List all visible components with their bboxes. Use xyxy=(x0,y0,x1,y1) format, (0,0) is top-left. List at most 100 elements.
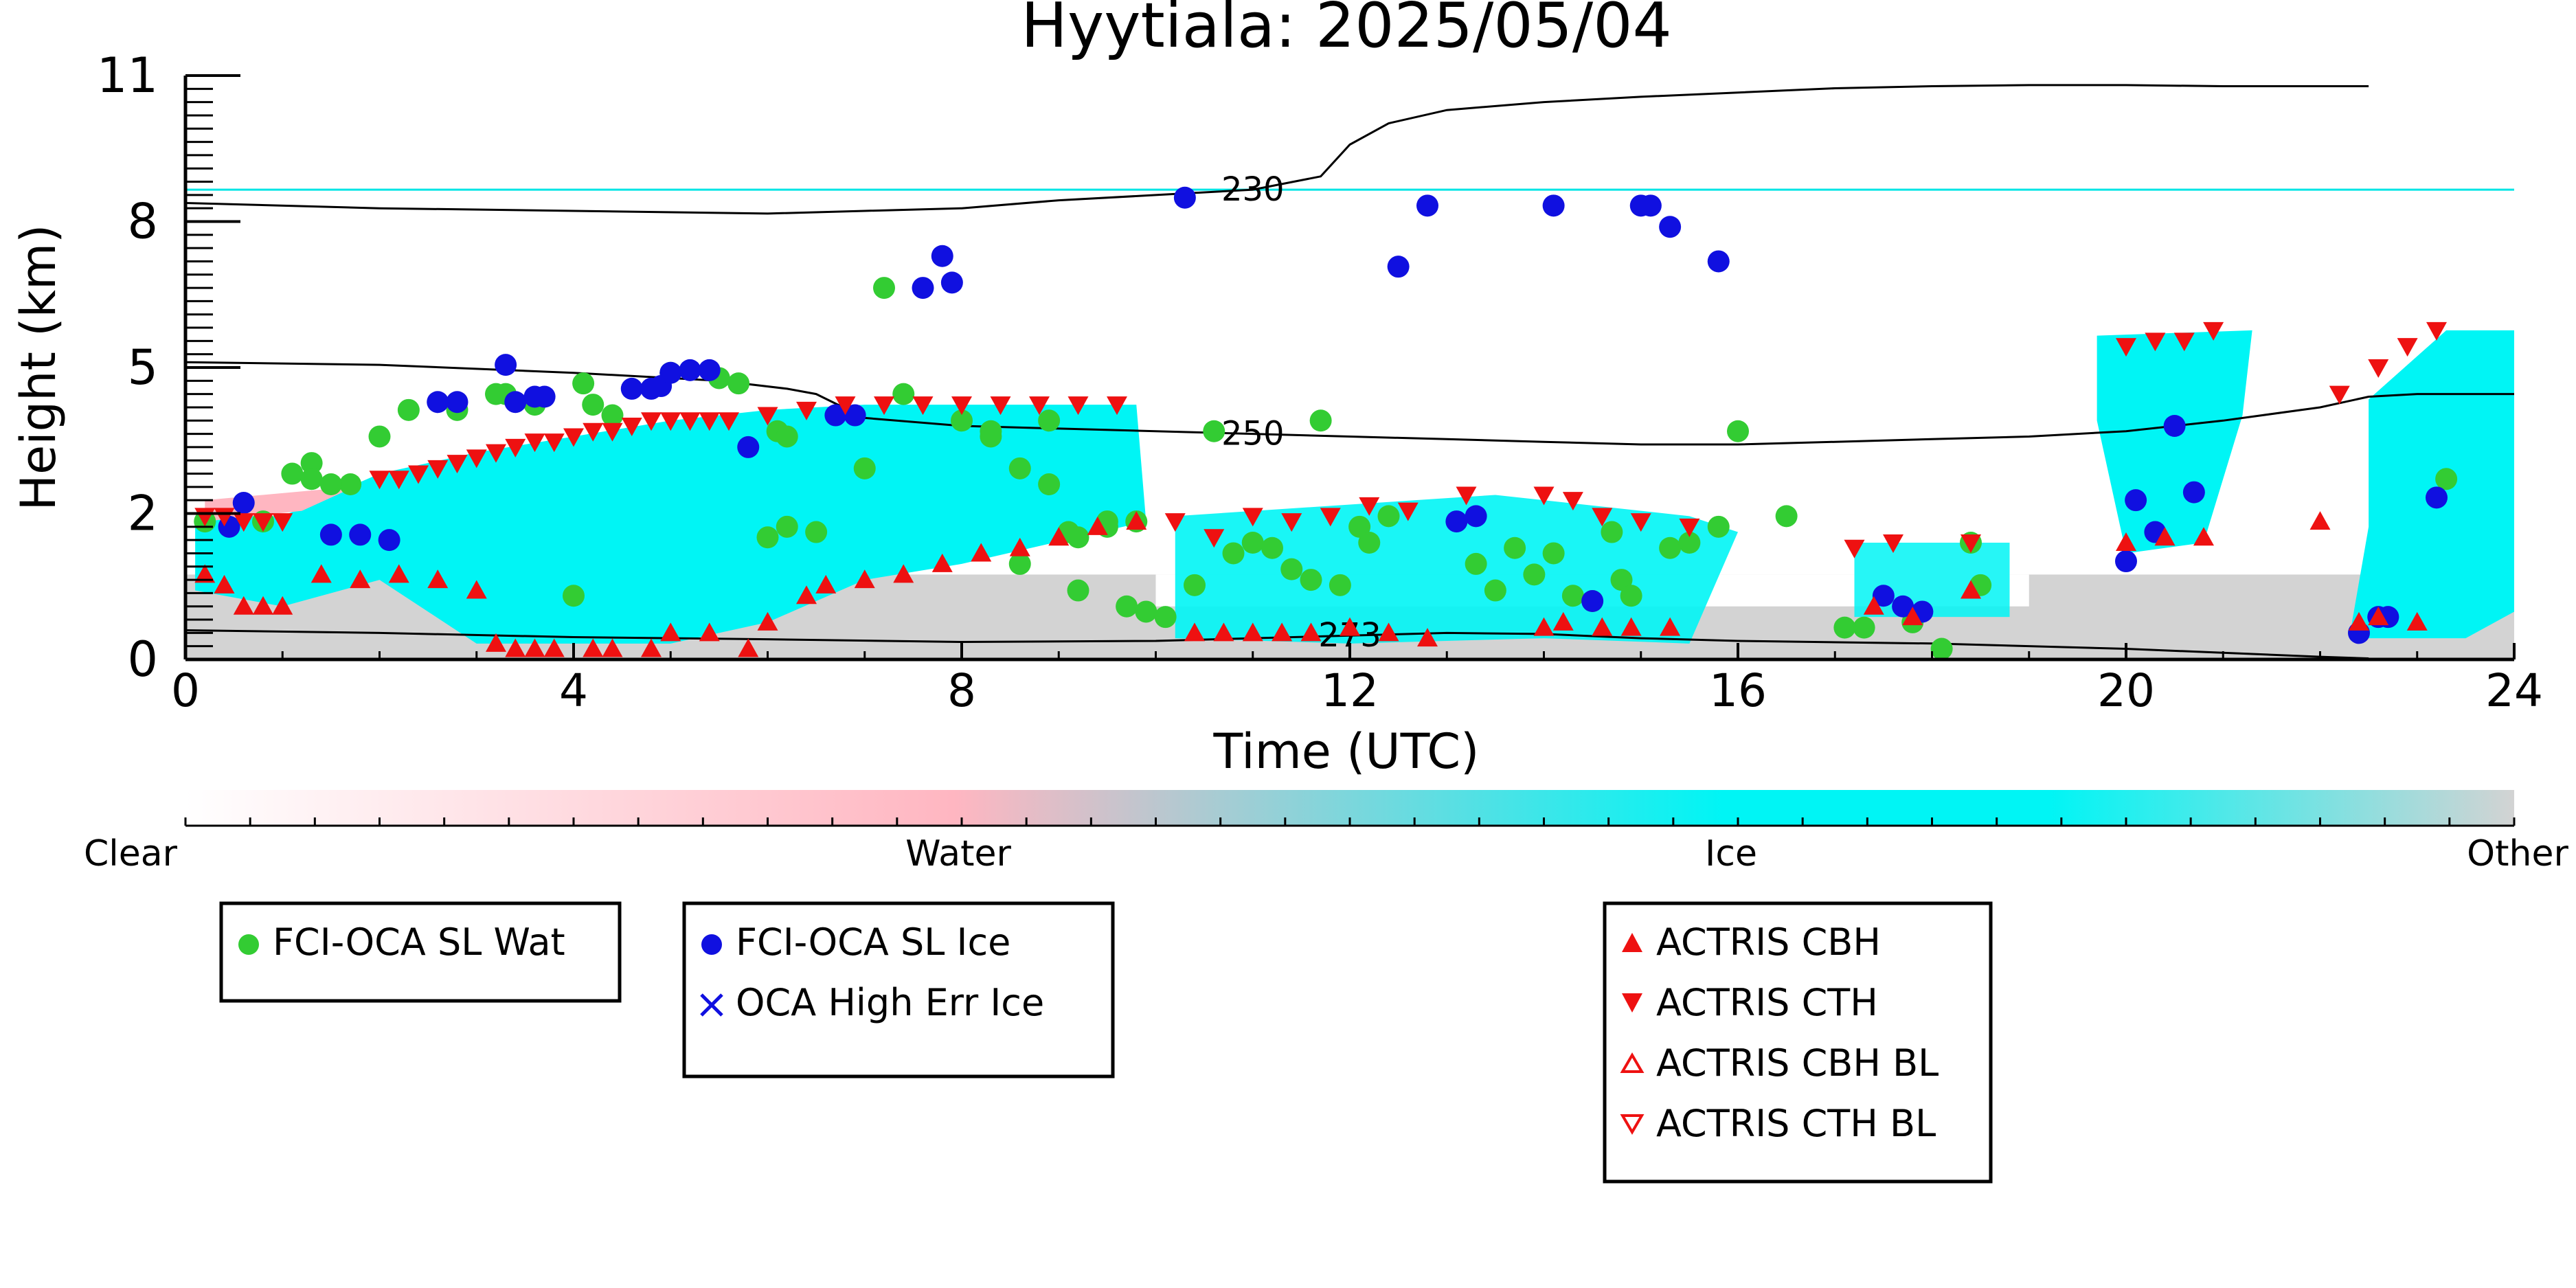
actris-cbh-point-25 xyxy=(931,553,953,572)
fci-oca-sl-wat-point-64 xyxy=(1610,569,1633,591)
colorbar-label-ice: Ice xyxy=(1705,833,1757,874)
fci-oca-sl-ice-point-1 xyxy=(232,492,255,515)
actris-cbh-point-44 xyxy=(1863,596,1884,615)
fci-oca-sl-ice-point-45 xyxy=(2426,486,2448,509)
actris-cth-point-48 xyxy=(1883,534,1903,553)
actris-cth-point-38 xyxy=(1320,508,1341,527)
fci-oca-sl-ice-point-8 xyxy=(504,391,527,414)
actris-cbh-point-17 xyxy=(660,622,681,642)
fci-oca-sl-wat-point-41 xyxy=(1116,595,1138,618)
actris-cth-point-40 xyxy=(1397,502,1419,521)
actris-cth-point-54 xyxy=(2329,385,2350,405)
actris-cbh-point-45 xyxy=(1902,607,1923,626)
actris-cbh-point-49 xyxy=(2193,527,2214,546)
fci-oca-sl-wat-point-51 xyxy=(1309,409,1332,432)
fci-oca-sl-ice-point-19 xyxy=(844,404,866,427)
fci-oca-sl-wat-point-69 xyxy=(1727,420,1749,442)
fci-oca-sl-wat-point-30 xyxy=(980,420,1002,442)
actris-cbh-point-46 xyxy=(1961,580,1981,599)
actris-cbh-point-23 xyxy=(854,569,875,589)
fci-oca-sl-wat-point-59 xyxy=(1523,563,1546,586)
actris-cth-point-56 xyxy=(2397,338,2418,357)
actris-cth-point-26 xyxy=(835,396,856,416)
actris-cth-point-35 xyxy=(1204,529,1225,548)
fci-oca-sl-ice-point-14 xyxy=(659,361,682,384)
legend-marker-actris-cth-bl xyxy=(1620,1114,1645,1135)
colorbar-label-clear: Clear xyxy=(84,833,178,874)
fci-oca-sl-wat-point-67 xyxy=(1678,532,1701,554)
legend-label-fci-oca-sl-wat: FCI-OCA SL Wat xyxy=(273,920,565,964)
actris-cbh-point-29 xyxy=(1087,516,1108,535)
fci-oca-sl-wat-point-21 xyxy=(776,425,798,448)
actris-cth-point-4 xyxy=(272,513,293,532)
fci-oca-sl-ice-point-3 xyxy=(349,523,372,546)
fci-oca-sl-wat-point-42 xyxy=(1135,600,1157,623)
colorbar: Clear Water Ice Other xyxy=(84,790,2568,874)
actris-cbh-point-16 xyxy=(641,638,662,657)
contour-line-250 xyxy=(185,361,2514,446)
fci-oca-sl-wat-point-46 xyxy=(1222,542,1245,565)
fci-oca-sl-wat-point-18 xyxy=(727,372,750,395)
actris-cth-point-52 xyxy=(2173,332,2195,352)
fci-oca-sl-ice-point-41 xyxy=(2182,481,2205,504)
fci-oca-sl-wat-point-25 xyxy=(853,457,876,479)
legends: FCI-OCA SL Wat FCI-OCA SL Ice OCA High Err… xyxy=(219,901,1993,1184)
legend-label-actris-cth-bl: ACTRIS CTH BL xyxy=(1656,1102,1936,1145)
actris-cth-point-8 xyxy=(427,460,449,479)
actris-cth-point-22 xyxy=(699,412,720,431)
actris-cth-point-24 xyxy=(757,407,778,426)
x-tick-label-16: 16 xyxy=(1709,664,1767,717)
y-tick-label-5: 5 xyxy=(127,339,158,396)
actris-cth-point-41 xyxy=(1456,486,1477,506)
fci-oca-sl-wat-point-48 xyxy=(1261,536,1283,559)
actris-cbh-point-6 xyxy=(350,569,371,589)
actris-cth-point-19 xyxy=(641,412,662,431)
legend-label-actris-cth: ACTRIS CTH xyxy=(1656,981,1878,1024)
fci-oca-sl-ice-point-5 xyxy=(427,391,449,414)
actris-cbh-point-13 xyxy=(543,638,565,657)
fci-oca-sl-ice-point-26 xyxy=(1445,510,1468,533)
fci-oca-sl-wat-point-49 xyxy=(1280,558,1303,580)
colorbar-label-other: Other xyxy=(2467,833,2568,874)
fci-oca-sl-ice-point-31 xyxy=(1639,194,1662,217)
legend-marker-oca-high-err-ice xyxy=(700,993,723,1017)
contour-label-230: 230 xyxy=(1221,170,1285,209)
actris-cth-point-16 xyxy=(583,422,604,442)
actris-cth-point-47 xyxy=(1844,539,1865,558)
fci-oca-sl-ice-point-24 xyxy=(1387,256,1410,278)
actris-cbh-point-19 xyxy=(738,638,759,657)
fci-oca-sl-wat-point-40 xyxy=(1067,579,1089,602)
actris-cth-point-46 xyxy=(1679,518,1700,537)
actris-cbh-point-22 xyxy=(815,574,837,594)
actris-cbh-point-53 xyxy=(2406,611,2428,631)
fci-oca-sl-wat-point-44 xyxy=(1184,574,1206,596)
colorbar-label-water: Water xyxy=(905,833,1011,874)
actris-cth-point-42 xyxy=(1533,486,1555,506)
backdrop-ice-night xyxy=(2349,330,2514,639)
fci-oca-sl-ice-point-7 xyxy=(495,354,517,376)
actris-cbh-point-0 xyxy=(194,564,216,583)
legend-box-1 xyxy=(219,901,622,1003)
actris-cbh-point-33 xyxy=(1242,622,1263,642)
fci-oca-sl-wat-point-56 xyxy=(1465,552,1487,575)
actris-cbh-point-21 xyxy=(796,585,817,605)
fci-oca-sl-wat-point-63 xyxy=(1601,521,1623,543)
fci-oca-sl-wat-point-77 xyxy=(2435,468,2458,490)
actris-cbh-point-35 xyxy=(1300,622,1322,642)
actris-cth-point-13 xyxy=(524,433,545,453)
fci-oca-sl-ice-point-37 xyxy=(2115,550,2137,573)
actris-cth-point-21 xyxy=(679,412,701,431)
x-tick-label-4: 4 xyxy=(559,664,588,717)
actris-cth-point-9 xyxy=(447,455,468,474)
fci-oca-sl-wat-point-19 xyxy=(563,585,585,607)
actris-cbh-point-8 xyxy=(427,569,449,589)
actris-cbh-point-5 xyxy=(310,564,332,583)
actris-cth-point-2 xyxy=(233,513,254,532)
chart-title: Hyytiala: 2025/05/04 xyxy=(1021,0,1671,62)
actris-cth-point-50 xyxy=(2116,338,2136,357)
fci-oca-sl-ice-point-17 xyxy=(737,436,760,458)
actris-cth-point-30 xyxy=(990,396,1011,416)
y-tick-label-0: 0 xyxy=(127,631,158,688)
